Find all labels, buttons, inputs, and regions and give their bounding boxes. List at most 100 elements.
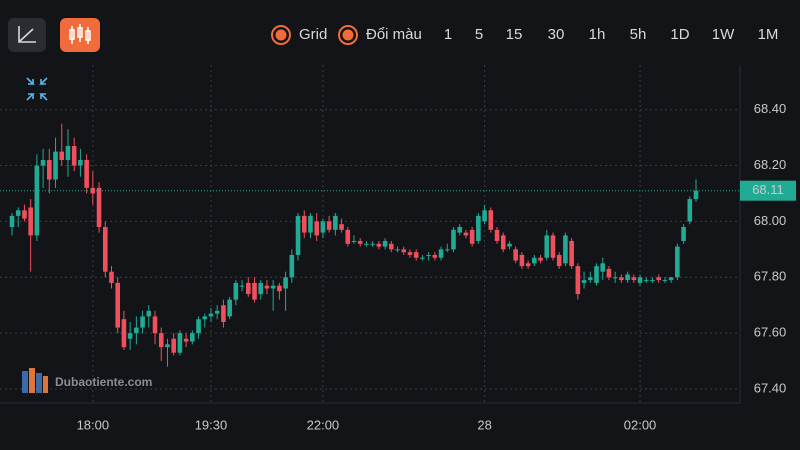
candle-body	[53, 151, 58, 180]
candle-body	[457, 227, 463, 233]
interval-button[interactable]: 15	[506, 26, 523, 43]
candle-body	[469, 229, 475, 244]
candle-body	[134, 327, 139, 334]
candle-body	[675, 246, 680, 278]
candle-body	[650, 280, 655, 282]
candle-body	[687, 199, 693, 222]
candle-body	[252, 282, 257, 300]
interval-button[interactable]: 5h	[630, 26, 647, 43]
candle-body	[78, 159, 83, 166]
candle-body	[115, 282, 121, 328]
candle-body	[283, 277, 288, 289]
candle-body	[519, 254, 525, 267]
candle-body	[451, 229, 456, 250]
candle-body	[90, 187, 96, 194]
candle-body	[301, 215, 307, 233]
candle-body	[612, 277, 618, 279]
x-tick-label: 02:00	[624, 417, 657, 432]
candle-body	[525, 263, 531, 267]
candle-body	[109, 271, 114, 283]
candle-body	[357, 240, 363, 244]
candle-body	[476, 215, 481, 241]
watermark: Dubaotiente.com	[22, 368, 152, 393]
candle-body	[308, 215, 313, 233]
candle-body	[668, 277, 674, 281]
interval-button[interactable]: 5	[475, 26, 483, 43]
candle-body	[208, 313, 214, 317]
candle-body	[339, 224, 344, 230]
candle-body	[389, 243, 394, 250]
candle-body	[581, 280, 587, 283]
y-tick-label: 67.60	[754, 325, 787, 340]
line-icon	[18, 26, 36, 43]
candle-body	[190, 333, 195, 342]
candle-body	[532, 257, 537, 264]
interval-button[interactable]: 30	[548, 26, 565, 43]
candle-body	[544, 235, 550, 258]
candle-body	[171, 338, 176, 353]
candle-body	[239, 285, 245, 287]
candle-body	[619, 277, 624, 281]
candle-body	[575, 266, 581, 295]
candle-body	[326, 221, 332, 230]
candle-body	[482, 210, 487, 222]
line-mode-button[interactable]	[8, 18, 46, 52]
logo-part	[43, 376, 48, 393]
candle-body	[507, 243, 512, 247]
candle-mode-button[interactable]	[60, 18, 100, 52]
candle-body	[264, 285, 270, 289]
candle-body	[662, 280, 668, 282]
candle-body	[556, 254, 562, 267]
candle-body	[637, 277, 643, 283]
option-label: Đổi màu	[366, 26, 422, 43]
candle-body	[183, 338, 189, 342]
candle-body	[146, 310, 152, 317]
candle-body	[500, 235, 506, 250]
radio-inner	[342, 29, 354, 41]
fullscreen-icon[interactable]	[26, 77, 48, 101]
candle-body	[196, 319, 201, 334]
radio-inner	[275, 29, 287, 41]
candle-body	[233, 282, 239, 300]
candle-body	[214, 310, 220, 314]
interval-button[interactable]: 1D	[670, 26, 689, 43]
candle-body	[258, 282, 264, 295]
candle-body	[631, 277, 637, 281]
x-tick-label: 19:30	[195, 417, 228, 432]
candle-body	[413, 252, 419, 258]
interval-button[interactable]: 1W	[712, 26, 735, 43]
candle-body	[463, 232, 469, 236]
candle-body	[345, 229, 351, 244]
y-tick-label: 68.40	[754, 101, 787, 116]
interval-button[interactable]: 1h	[589, 26, 606, 43]
candle-body	[314, 221, 319, 236]
watermark-text: Dubaotiente.com	[55, 375, 152, 389]
candle-body	[34, 165, 40, 236]
interval-button[interactable]: 1	[444, 26, 452, 43]
candle-body	[432, 254, 438, 258]
interval-button[interactable]: 1M	[758, 26, 779, 43]
candle-body	[47, 159, 52, 180]
candle-body	[693, 190, 699, 200]
radio-outer	[338, 25, 358, 45]
candle-body	[59, 151, 65, 160]
candle-body	[550, 235, 556, 258]
y-tick-label: 67.80	[754, 269, 787, 284]
candle-body	[420, 257, 425, 259]
candle-body	[270, 285, 276, 289]
candle-body	[152, 316, 158, 334]
candle-body	[494, 229, 500, 241]
candle-icon	[69, 24, 91, 44]
y-tick-label: 68.20	[754, 157, 787, 172]
candle-body	[221, 305, 226, 322]
option-toggle[interactable]: Đổi màu	[338, 25, 422, 45]
last-price-tag	[740, 180, 796, 201]
candle-body	[444, 249, 450, 251]
candle-body	[681, 227, 686, 241]
option-toggle[interactable]: Grid	[271, 25, 327, 45]
logo-part	[36, 373, 42, 393]
candle-body	[376, 243, 382, 247]
last-price-label: 68.11	[752, 182, 784, 197]
